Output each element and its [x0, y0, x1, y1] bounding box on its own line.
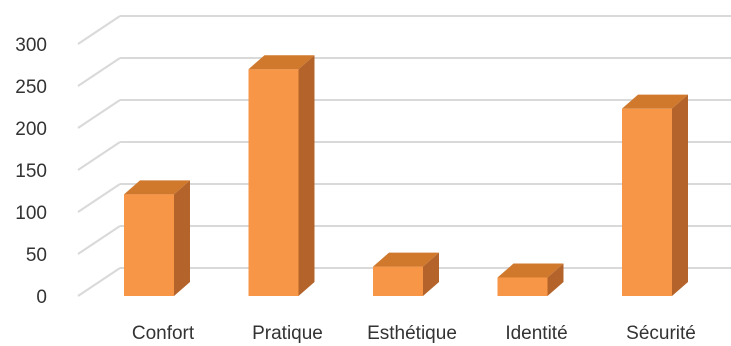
bar-front	[497, 277, 548, 296]
x-tick-label: Sécurité	[626, 323, 696, 344]
bar-top	[373, 252, 439, 267]
gridline-edge	[77, 141, 121, 171]
y-tick-label: 100	[15, 203, 47, 224]
bar	[373, 252, 439, 296]
gridline-edge	[77, 99, 121, 129]
y-tick-label: 150	[15, 161, 47, 182]
x-axis-labels: Confort Pratique Esthétique Identité Sécurit…	[132, 323, 696, 344]
x-tick-label: Confort	[132, 323, 195, 344]
bar	[124, 180, 190, 296]
x-tick-label: Pratique	[252, 323, 323, 344]
y-axis-ticks: 0 50 100 150 200 250 300	[15, 35, 47, 308]
bars	[124, 55, 688, 297]
gridline-edge	[77, 57, 121, 87]
bar-side	[547, 263, 564, 296]
gridline-edge	[77, 267, 121, 297]
bar	[622, 94, 688, 297]
bar-side	[174, 180, 190, 296]
y-tick-label: 50	[26, 245, 47, 266]
bar	[248, 55, 315, 297]
bar-front	[373, 266, 423, 296]
bar-side	[298, 55, 315, 297]
x-tick-label: Identité	[505, 323, 567, 344]
gridline-edge	[77, 225, 121, 255]
bar-front	[248, 69, 299, 296]
y-tick-label: 200	[15, 119, 47, 140]
bar-side	[423, 252, 439, 296]
y-tick-label: 300	[15, 35, 47, 56]
x-tick-label: Esthétique	[367, 323, 457, 344]
bar	[497, 263, 564, 296]
gridline-edge	[77, 183, 121, 213]
bar-top	[248, 55, 315, 70]
bar-top	[622, 94, 688, 109]
bar-top	[497, 263, 564, 278]
bar-front	[124, 194, 174, 296]
y-tick-label: 0	[36, 287, 47, 308]
gridlines	[77, 15, 731, 297]
bar-top	[124, 180, 190, 195]
bar-side	[672, 94, 688, 297]
gridline-edge	[77, 15, 121, 45]
y-tick-label: 250	[15, 77, 47, 98]
bar-front	[622, 108, 672, 297]
